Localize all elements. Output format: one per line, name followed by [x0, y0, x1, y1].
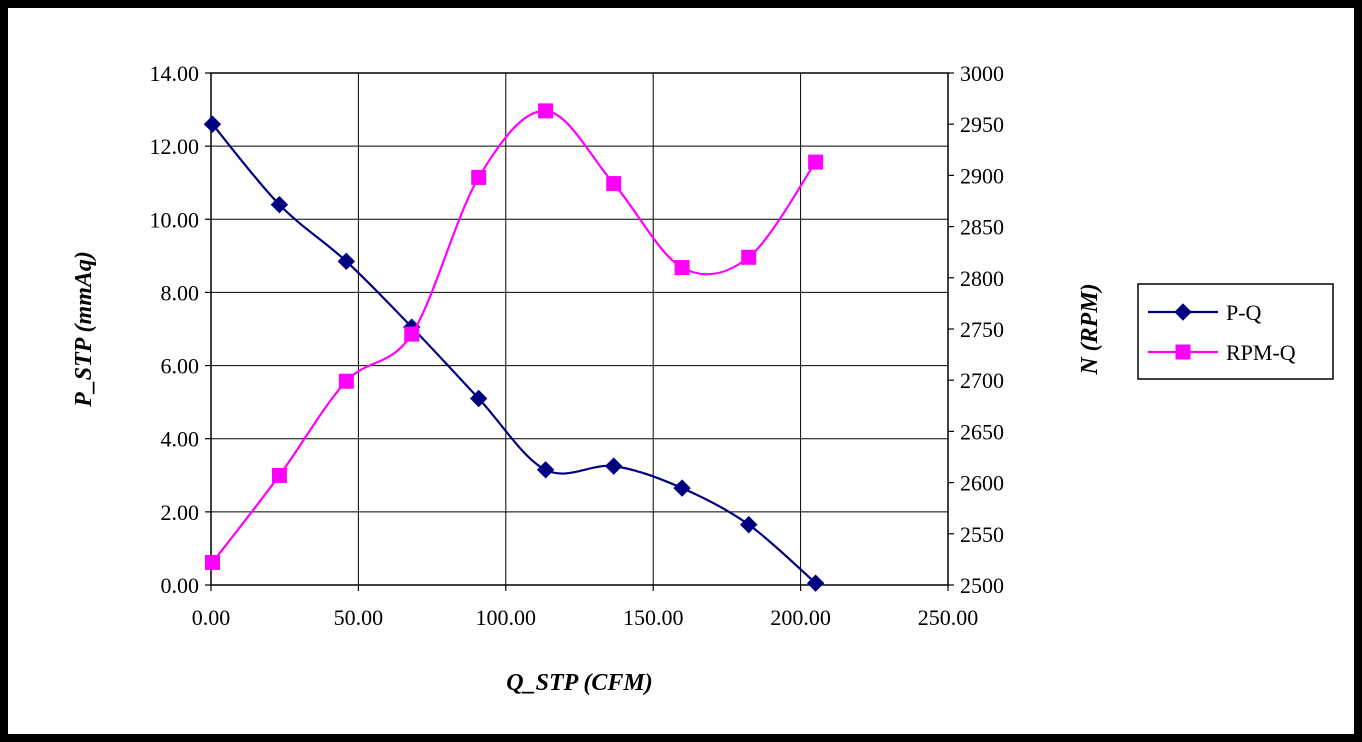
data-point-rpm-q: [674, 260, 690, 276]
legend-label: P-Q: [1226, 300, 1262, 325]
data-point-rpm-q: [271, 467, 287, 483]
data-point-p-q: [536, 461, 555, 479]
legend-box: [1137, 283, 1334, 380]
y-axis-ticks: 0.00 2.00 4.00 6.00 8.00 10.00 12.00 14.00: [150, 61, 211, 598]
x-axis-ticks: 0.00 50.00 100.00 150.00 200.00 250.00: [192, 585, 979, 630]
grid-layer: [210, 72, 949, 586]
y2-tick-label: 2550: [960, 522, 1004, 547]
x-tick-label: 250.00: [918, 605, 979, 630]
y-axis-title: P_STP (mmAq): [71, 251, 97, 408]
plot-area-border: [210, 72, 949, 586]
series-p-q: [203, 115, 825, 592]
data-point-rpm-q: [404, 326, 420, 342]
data-point-rpm-q: [338, 373, 354, 389]
series-line-rpm-q: [211, 109, 817, 564]
legend-item-rpm-q: RPM-Q: [1148, 340, 1296, 365]
data-point-p-q: [270, 195, 289, 214]
series-rpm-q: [204, 103, 824, 570]
legend-marker: [1175, 344, 1191, 360]
y-tick-label: 0.00: [161, 573, 200, 598]
chart-canvas: 0.00 50.00 100.00 150.00 200.00 250.00 0.00 2.…: [71, 61, 1334, 696]
data-point-p-q: [740, 515, 758, 534]
data-point-rpm-q: [808, 154, 824, 170]
y2-tick-label: 2750: [960, 317, 1004, 342]
y-tick-label: 2.00: [161, 500, 200, 525]
data-point-rpm-q: [204, 554, 220, 570]
y2-tick-label: 2600: [960, 471, 1004, 496]
data-point-p-q: [337, 252, 356, 271]
x-tick-label: 0.00: [192, 605, 231, 630]
data-point-rpm-q: [741, 249, 757, 265]
chart-frame: 0.00 50.00 100.00 150.00 200.00 250.00 0.00 2.…: [8, 8, 1354, 734]
x-tick-label: 150.00: [623, 605, 684, 630]
x-tick-label: 50.00: [334, 605, 384, 630]
legend: P-Q RPM-Q: [1137, 283, 1334, 380]
y2-tick-label: 3000: [960, 61, 1004, 86]
data-point-p-q: [604, 457, 623, 475]
legend-label: RPM-Q: [1226, 340, 1296, 365]
data-point-rpm-q: [606, 176, 622, 192]
series-layer: [203, 103, 825, 592]
data-point-p-q: [203, 115, 222, 133]
data-point-p-q: [469, 389, 488, 408]
y2-tick-label: 2800: [960, 266, 1004, 291]
data-point-rpm-q: [538, 103, 554, 119]
y2-tick-label: 2950: [960, 112, 1004, 137]
y2-tick-label: 2500: [960, 573, 1004, 598]
y2-tick-label: 2900: [960, 163, 1004, 188]
y2-axis-title: N (RPM): [1077, 283, 1103, 375]
legend-items: P-Q RPM-Q: [1148, 300, 1296, 365]
y2-tick-label: 2850: [960, 215, 1004, 240]
legend-marker: [1174, 303, 1192, 321]
x-tick-label: 100.00: [476, 605, 537, 630]
y-tick-label: 4.00: [161, 427, 200, 452]
y-tick-label: 8.00: [161, 280, 200, 305]
data-point-p-q: [673, 479, 691, 497]
y2-tick-label: 2700: [960, 368, 1004, 393]
legend-item-p-q: P-Q: [1148, 300, 1262, 325]
x-tick-label: 200.00: [770, 605, 831, 630]
x-axis-title: Q_STP (CFM): [506, 670, 652, 696]
y-tick-label: 10.00: [150, 207, 200, 232]
data-point-p-q: [806, 574, 825, 592]
data-point-rpm-q: [471, 169, 487, 185]
series-line-p-q: [211, 123, 817, 584]
y-tick-label: 12.00: [150, 134, 200, 159]
y2-axis-ticks: 2500 2550 2600 2650 2700 2750 2800 2850 2900 2950…: [948, 61, 1004, 598]
y2-tick-label: 2650: [960, 419, 1004, 444]
y-tick-label: 6.00: [161, 354, 200, 379]
y-tick-label: 14.00: [150, 61, 200, 86]
